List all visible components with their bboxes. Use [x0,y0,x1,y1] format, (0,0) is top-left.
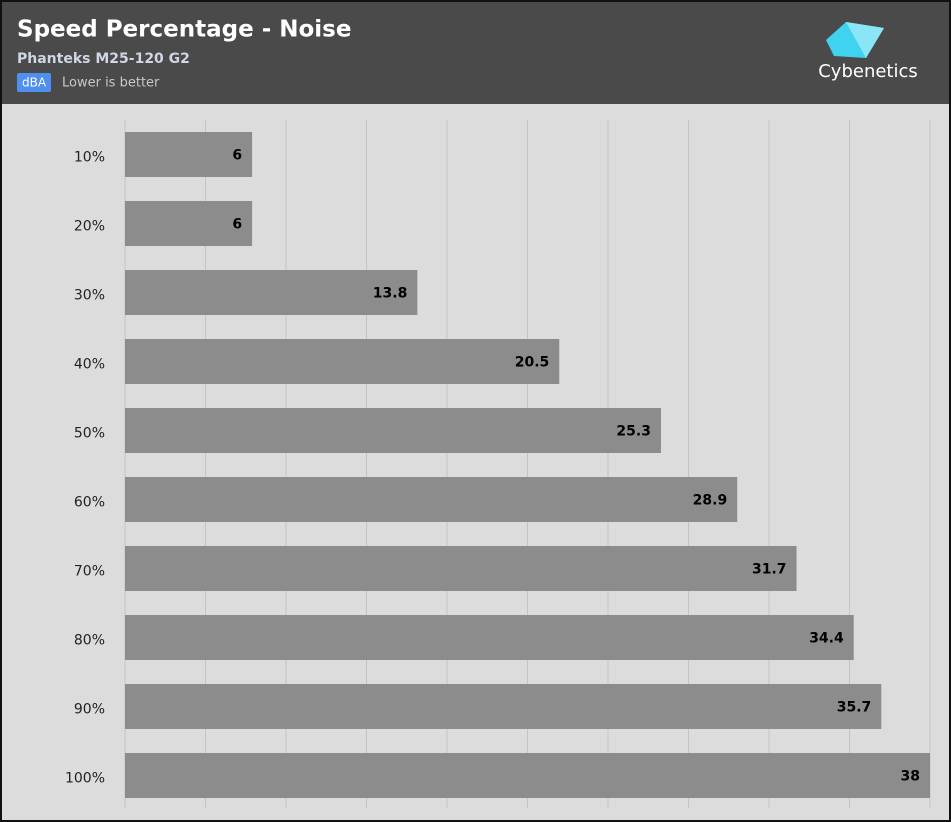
unit-badge [17,73,51,92]
bar [125,477,738,522]
value-label: 20.5 [515,355,550,371]
value-label: 38 [901,769,920,785]
unit-label: dBA [22,76,47,90]
y-tick-label: 10% [74,150,105,166]
y-tick-label: 60% [74,495,105,511]
bar [125,753,930,798]
value-label: 6 [232,148,242,164]
bar [125,270,418,315]
bar [125,132,253,177]
y-tick-label: 70% [74,564,105,580]
value-label: 28.9 [693,493,728,509]
y-tick-label: 90% [74,702,105,718]
y-tick-label: 30% [74,288,105,304]
bar [125,201,253,246]
bar [125,546,797,591]
chart-title: Speed Percentage - Noise [17,17,351,43]
note: Lower is better [62,76,160,91]
value-label: 13.8 [373,286,408,302]
value-label: 25.3 [616,424,651,440]
y-tick-label: 20% [74,219,105,235]
bar [125,339,560,384]
bar [125,684,882,729]
header [0,0,951,104]
chart-subtitle: Phanteks M25-120 G2 [17,51,190,67]
y-tick-label: 50% [74,426,105,442]
bar [125,408,661,453]
value-label: 34.4 [809,631,844,647]
logo-icon-facet [846,22,884,58]
value-label: 35.7 [837,700,872,716]
value-label: 6 [232,217,242,233]
y-tick-label: 80% [74,633,105,649]
logo-text: Cybenetics [818,61,918,82]
value-label: 31.7 [752,562,787,578]
y-tick-label: 40% [74,357,105,373]
y-tick-label: 100% [65,771,105,787]
bar [125,615,854,660]
